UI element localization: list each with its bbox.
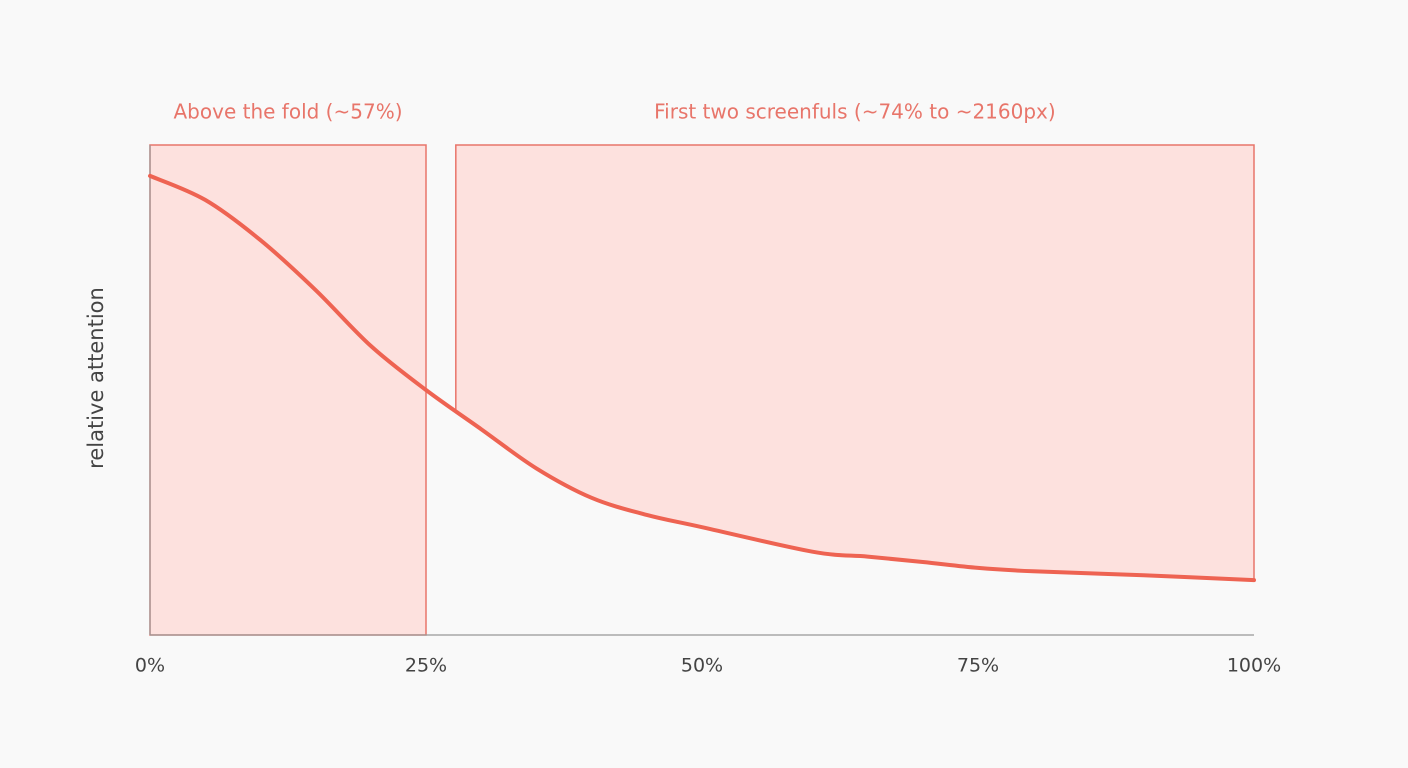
x-tick-label: 100% [1227, 655, 1281, 677]
region-label: First two screenfuls (~74% to ~2160px) [654, 100, 1056, 124]
attention-line [148, 173, 1256, 583]
x-tick-label: 50% [681, 655, 723, 677]
x-tick-label: 0% [135, 655, 165, 677]
region [149, 144, 427, 636]
x-tick-label: 25% [405, 655, 447, 677]
y-axis-label: relative attention [84, 287, 108, 469]
x-tick-label: 75% [957, 655, 999, 677]
region-label: Above the fold (~57%) [174, 100, 403, 124]
